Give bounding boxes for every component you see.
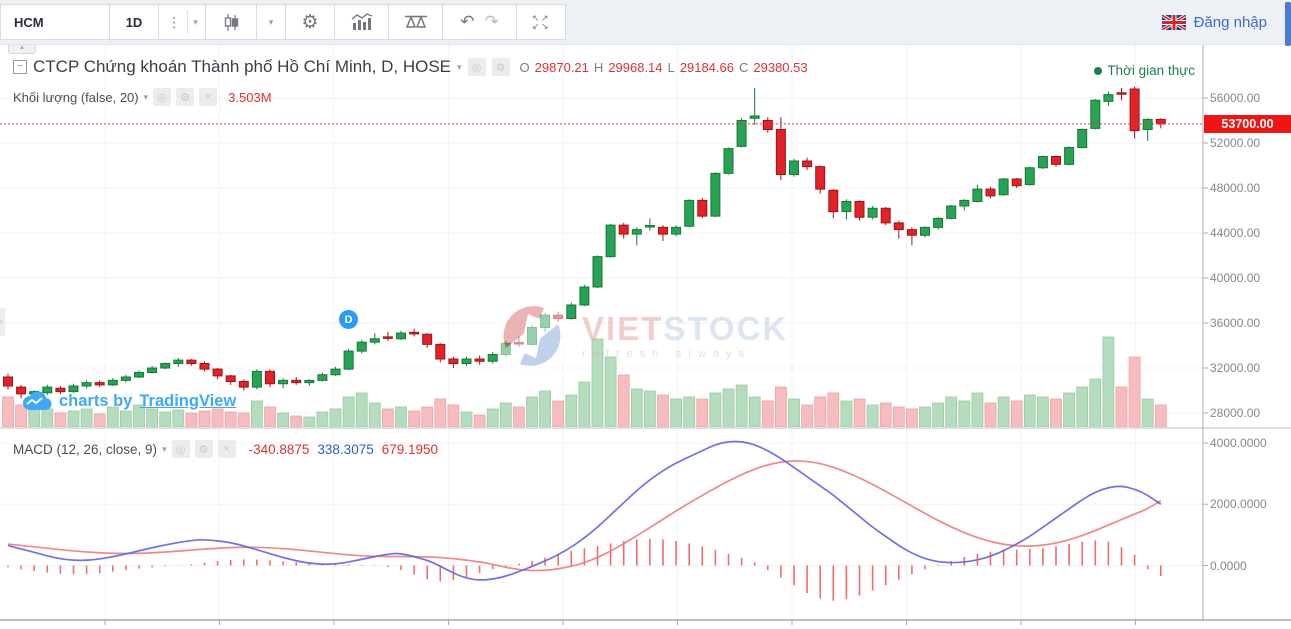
macd-value: -340.8875: [248, 441, 310, 457]
tradingview-logo-icon: [23, 392, 52, 411]
price-axis-label: 40000.00: [1210, 271, 1261, 285]
fullscreen-icon: ↖ ↗ ↙ ↘: [532, 13, 549, 31]
price-axis-label: 44000.00: [1210, 226, 1261, 240]
realtime-status: Thời gian thực: [1094, 63, 1195, 78]
price-axis-label: 52000.00: [1210, 136, 1261, 150]
attribution-prefix: charts by: [59, 392, 133, 410]
main-series-legend: − CTCP Chứng khoán Thành phố Hồ Chí Minh…: [13, 57, 808, 77]
scrollbar-thumb[interactable]: [1285, 2, 1291, 46]
chevron-down-icon: ▾: [268, 16, 274, 27]
volume-indicator-label: Khối lượng (false, 20): [13, 89, 139, 105]
undo-button[interactable]: ↶: [460, 12, 475, 31]
fullscreen-button[interactable]: ↖ ↗ ↙ ↘: [516, 4, 566, 40]
last-price-tag: 53700.00: [1204, 114, 1291, 133]
open-label: O: [519, 59, 530, 75]
indicators-button[interactable]: [334, 4, 389, 40]
price-axis-label: 28000.00: [1210, 406, 1261, 420]
remove-indicator-icon[interactable]: ×: [199, 88, 218, 106]
chart-style-dropdown-button[interactable]: ▾: [256, 4, 286, 40]
login-button[interactable]: Đăng nhập: [1161, 0, 1267, 44]
volume-value: 3.503M: [228, 89, 272, 105]
compare-button[interactable]: [388, 4, 443, 40]
symbol-title: CTCP Chứng khoán Thành phố Hồ Chí Minh, …: [33, 57, 452, 76]
dividend-marker[interactable]: D: [339, 310, 359, 330]
chevron-down-icon[interactable]: ▾: [162, 443, 167, 454]
series-settings-icon[interactable]: ⚙: [491, 58, 510, 76]
collapse-pane-icon[interactable]: −: [13, 60, 27, 74]
high-label: H: [593, 59, 604, 75]
price-axis-label: 56000.00: [1210, 91, 1261, 105]
candlestick-icon: [224, 13, 238, 31]
indicators-icon: [351, 13, 372, 30]
settings-button[interactable]: ⚙: [285, 4, 335, 40]
last-price-value: 53700.00: [1221, 116, 1274, 131]
price-axis-label: 32000.00: [1210, 361, 1261, 375]
uk-flag-icon: [1161, 14, 1186, 30]
price-axis-label: 48000.00: [1210, 181, 1261, 195]
drawing-toolbar-flyout-arrow[interactable]: ‹: [0, 308, 5, 336]
macd-axis-label: 2000.0000: [1210, 497, 1267, 512]
redo-button[interactable]: ↷: [484, 12, 499, 31]
low-label: L: [667, 59, 675, 75]
toggle-visibility-icon[interactable]: ◎: [171, 440, 190, 458]
toolbar-button-group: HCM 1D ⋮ ▾ ▾ ⚙: [0, 0, 566, 44]
interval-label: 1D: [125, 14, 143, 30]
close-label: C: [739, 59, 749, 75]
macd-axis-label: 0.0000: [1210, 558, 1247, 573]
price-axis-label: 36000.00: [1210, 316, 1261, 330]
interval-button[interactable]: 1D: [109, 4, 159, 40]
tradingview-attribution: charts by TradingView: [22, 392, 236, 411]
toggle-visibility-icon[interactable]: ◎: [153, 88, 172, 106]
high-value: 29968.14: [608, 59, 663, 75]
compare-scales-icon: [404, 14, 427, 28]
dividend-marker-label: D: [344, 313, 353, 326]
chart-properties-menu-button[interactable]: ⋮ ▾: [158, 4, 206, 40]
login-label: Đăng nhập: [1193, 13, 1267, 31]
close-value: 29380.53: [753, 59, 808, 75]
realtime-dot-icon: [1094, 66, 1103, 75]
volume-indicator-legend: Khối lượng (false, 20) ▾ ◎ ⚙ × 3.503M: [13, 88, 272, 106]
chevron-down-icon: ▾: [193, 16, 198, 27]
drawing-toolbar-toggle[interactable]: ▴: [8, 44, 36, 54]
chevron-down-icon[interactable]: ▾: [143, 91, 149, 102]
open-value: 29870.21: [534, 59, 589, 75]
chevron-down-icon[interactable]: ▾: [457, 61, 462, 72]
remove-indicator-icon[interactable]: ×: [217, 440, 236, 458]
macd-value: 679.1950: [381, 441, 439, 457]
toggle-visibility-icon[interactable]: ◎: [467, 58, 486, 76]
macd-indicator-legend: MACD (12, 26, close, 9) ▾ ◎ ⚙ × -340.887…: [13, 440, 438, 458]
kebab-menu-icon: ⋮: [167, 13, 182, 30]
low-value: 29184.66: [679, 59, 734, 75]
gear-icon: ⚙: [301, 11, 319, 33]
toolbar: HCM 1D ⋮ ▾ ▾ ⚙: [0, 0, 1291, 46]
history-buttons: ↶ ↷: [442, 4, 517, 40]
macd-value: 338.3075: [317, 441, 374, 457]
tradingview-link[interactable]: TradingView: [139, 392, 237, 410]
indicator-settings-icon[interactable]: ⚙: [194, 440, 213, 458]
symbol-label: HCM: [14, 14, 44, 30]
realtime-label: Thời gian thực: [1107, 63, 1195, 78]
macd-values: -340.8875 338.3075 679.1950: [249, 442, 438, 457]
indicator-settings-icon[interactable]: ⚙: [176, 88, 195, 106]
macd-axis-label: 4000.0000: [1210, 436, 1267, 450]
symbol-search-button[interactable]: HCM: [0, 4, 110, 40]
macd-indicator-label: MACD (12, 26, close, 9): [13, 441, 158, 457]
ohlc-readout: O 29870.21 H 29968.14 L 29184.66 C 29380…: [520, 60, 808, 75]
divider: [187, 11, 189, 33]
chart-style-button[interactable]: [205, 4, 257, 40]
